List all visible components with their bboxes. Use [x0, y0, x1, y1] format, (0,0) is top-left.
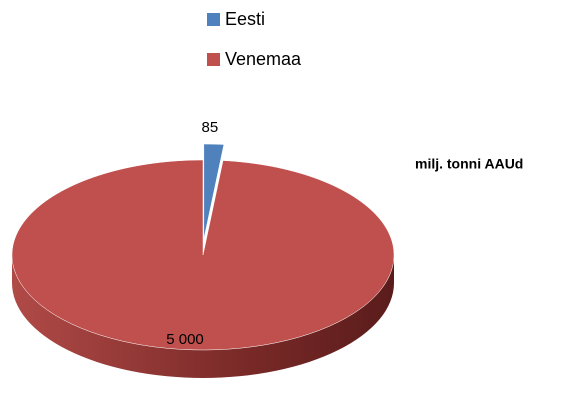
pie-side	[12, 255, 394, 378]
legend-swatch	[207, 53, 220, 66]
chart-title: milj. tonni AAUd	[415, 156, 523, 172]
data-label: 5 000	[166, 331, 204, 348]
pie-slice	[203, 143, 225, 240]
legend-label: Eesti	[225, 9, 265, 29]
legend-swatch	[207, 13, 220, 26]
data-label: 85	[202, 119, 219, 136]
pie-slice	[11, 159, 395, 351]
legend-label: Venemaa	[225, 49, 302, 69]
